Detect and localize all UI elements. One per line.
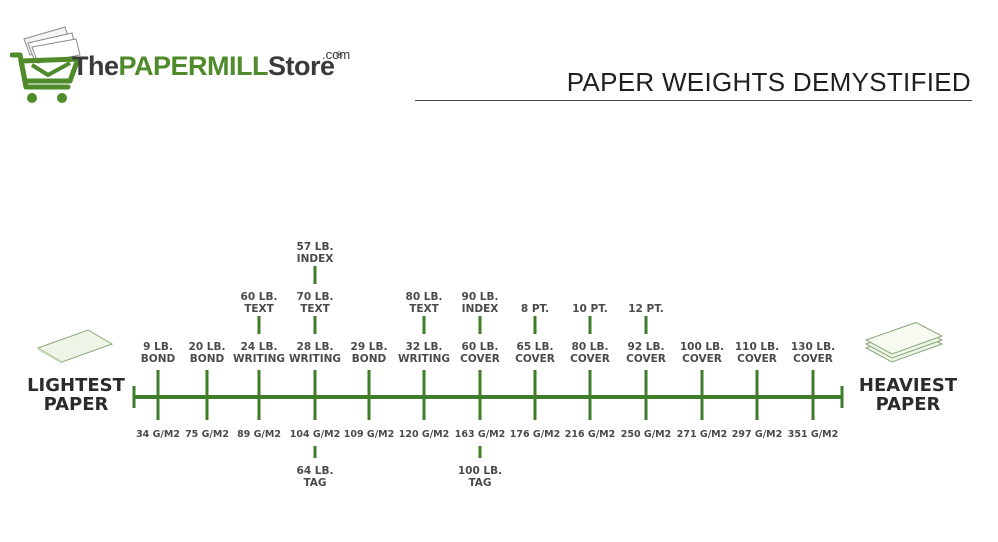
- weight-label: 28 LB. WRITING: [288, 341, 342, 365]
- single-sheet-icon: [36, 329, 114, 364]
- gsm-label: 89 G/M2: [237, 429, 281, 440]
- weight-label: 80 LB. TEXT: [405, 291, 443, 315]
- weight-label: 9 LB. BOND: [140, 341, 176, 365]
- gsm-label: 250 G/M2: [620, 429, 672, 440]
- weight-label: 32 LB. WRITING: [397, 341, 451, 365]
- paper-stack-icon: [864, 322, 944, 363]
- gsm-label: 351 G/M2: [787, 429, 839, 440]
- weight-label: 90 LB. INDEX: [461, 291, 499, 315]
- shopping-cart-icon: [10, 26, 81, 103]
- weight-label: 57 LB. INDEX: [296, 241, 334, 265]
- weight-label: 64 LB. TAG: [296, 465, 334, 489]
- weight-label: 130 LB. COVER: [790, 341, 836, 365]
- weight-label: 12 PT.: [628, 303, 664, 315]
- gsm-label: 109 G/M2: [343, 429, 395, 440]
- title-divider: [415, 100, 972, 101]
- weight-label: 60 LB. COVER: [460, 341, 500, 365]
- weight-label: 8 PT.: [520, 303, 550, 315]
- gsm-label: 34 G/M2: [136, 429, 180, 440]
- logo[interactable]: ThePAPERMILLStore® .com: [10, 25, 370, 115]
- weight-label: 80 LB. COVER: [570, 341, 610, 365]
- weight-label: 110 LB. COVER: [734, 341, 780, 365]
- page-title: PAPER WEIGHTS DEMYSTIFIED: [566, 67, 971, 97]
- weight-label: 20 LB. BOND: [188, 341, 226, 365]
- gsm-label: 271 G/M2: [676, 429, 728, 440]
- weight-label: 60 LB. TEXT: [240, 291, 278, 315]
- lightest-paper-label: LIGHTEST PAPER: [27, 375, 125, 415]
- weight-label: 24 LB. WRITING: [232, 341, 286, 365]
- gsm-label: 75 G/M2: [185, 429, 229, 440]
- weight-label: 65 LB. COVER: [515, 341, 555, 365]
- gsm-label: 297 G/M2: [731, 429, 783, 440]
- weight-label: 92 LB. COVER: [626, 341, 666, 365]
- gsm-label: 216 G/M2: [564, 429, 616, 440]
- gsm-label: 163 G/M2: [454, 429, 506, 440]
- weight-label: 100 LB. COVER: [679, 341, 725, 365]
- heaviest-paper-label: HEAVIEST PAPER: [858, 375, 958, 415]
- weight-label: 100 LB. TAG: [457, 465, 503, 489]
- weight-label: 10 PT.: [572, 303, 608, 315]
- gsm-label: 104 G/M2: [289, 429, 341, 440]
- weight-label: 70 LB. TEXT: [296, 291, 334, 315]
- logo-com: .com: [322, 47, 351, 62]
- gsm-label: 120 G/M2: [398, 429, 450, 440]
- gsm-label: 176 G/M2: [509, 429, 561, 440]
- logo-wordmark: ThePAPERMILLStore®: [72, 51, 344, 81]
- weight-label: 29 LB. BOND: [350, 341, 388, 365]
